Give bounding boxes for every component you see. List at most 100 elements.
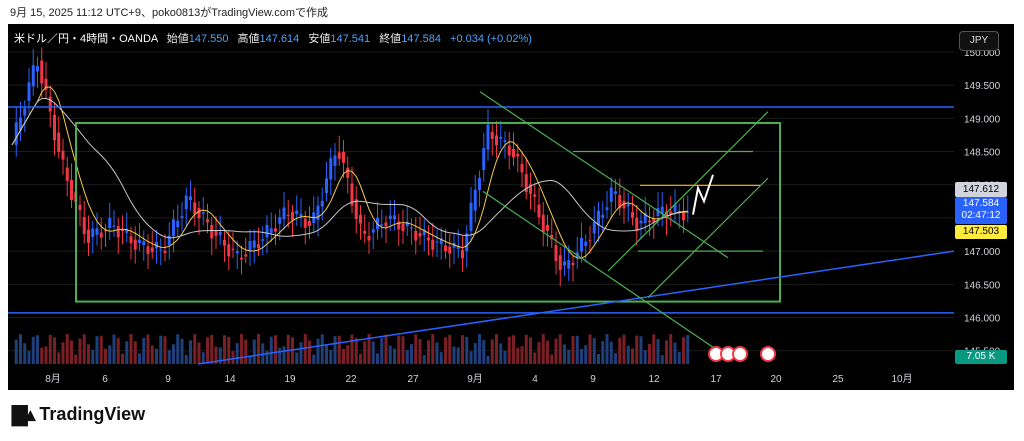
volume-bar [70, 340, 73, 364]
volume-bar [269, 336, 273, 364]
volume-bar [104, 348, 107, 364]
candle-body [465, 233, 469, 252]
candle-body [299, 213, 303, 217]
candle-body [286, 214, 290, 216]
volume-bar [456, 347, 460, 364]
candle-body [486, 124, 490, 150]
candle-body [626, 204, 630, 207]
volume-bar [142, 338, 146, 364]
candle-body [235, 251, 239, 254]
candle-body [129, 236, 133, 244]
volume-bar [665, 340, 668, 364]
volume-bar [592, 338, 596, 364]
candle-body [223, 239, 226, 246]
candle-body [461, 249, 464, 259]
candle-body [303, 218, 307, 228]
candle-body [682, 212, 685, 221]
x-tick-label: 27 [407, 374, 419, 385]
volume-tag: 7.05 K [955, 350, 1007, 364]
chart-frame[interactable]: 150.000149.500149.000148.500148.000147.5… [8, 24, 1014, 390]
volume-bar [308, 340, 311, 364]
volume-bar [163, 336, 167, 364]
candle-body [99, 232, 103, 238]
volume-bar [580, 348, 583, 364]
volume-bar [53, 337, 56, 364]
candle-body [189, 196, 192, 201]
volume-bar [503, 350, 507, 364]
candle-body [65, 167, 69, 181]
candle-body [622, 200, 626, 209]
volume-bar [146, 334, 150, 364]
volume-bar [36, 335, 39, 364]
volume-bar [601, 341, 605, 364]
volume-bar [499, 343, 503, 364]
candle-body [507, 145, 511, 156]
low-value: 147.541 [330, 33, 371, 45]
candle-body [218, 231, 222, 236]
projection-arrow [692, 174, 714, 215]
volume-bar [422, 354, 426, 364]
volume-bar [597, 353, 600, 364]
volume-bar [401, 336, 405, 364]
high-value: 147.614 [259, 33, 300, 45]
volume-bar [112, 334, 116, 364]
x-tick-label: 17 [710, 374, 722, 385]
channel-line [479, 91, 729, 259]
candle-body [439, 238, 443, 245]
candle-body [444, 245, 447, 252]
candle-body [87, 229, 90, 243]
close-price: 147.584 [962, 198, 1000, 209]
x-tick-label: 25 [832, 374, 844, 385]
volume-bar [337, 335, 341, 364]
tradingview-logo: ▇▴ TradingView [12, 402, 145, 427]
volume-bar [452, 346, 456, 364]
volume-bar [167, 349, 171, 364]
candle-body [473, 189, 477, 211]
candle-body [325, 178, 328, 193]
channel-line [607, 111, 769, 272]
volume-bar [495, 334, 498, 364]
volume-bar [65, 334, 69, 364]
volume-bar [393, 348, 396, 364]
ma-fast-line [11, 86, 688, 259]
candle-body [40, 60, 44, 84]
candle-body [448, 246, 452, 254]
volume-bar [575, 335, 579, 364]
volume-bar [91, 349, 95, 364]
volume-bar [380, 337, 384, 364]
candle-body [371, 229, 375, 233]
candle-body [337, 152, 341, 159]
volume-bar [299, 342, 303, 364]
candle-body [618, 195, 622, 209]
volume-bar [660, 355, 664, 364]
volume-bar [677, 351, 681, 364]
event-icon [732, 346, 748, 362]
volume-bar [512, 335, 515, 364]
volume-bar [312, 354, 316, 364]
candle-body [31, 65, 35, 87]
volume-bar [537, 342, 541, 364]
candle-body [104, 230, 107, 232]
candle-body [176, 220, 180, 228]
candle-body [558, 255, 562, 270]
volume-bar [240, 334, 243, 364]
volume-bar [23, 343, 27, 364]
candle-body [244, 254, 248, 257]
volume-bar [682, 337, 685, 364]
currency-button[interactable]: JPY [959, 31, 999, 51]
candle-body [597, 210, 600, 226]
candle-body [524, 174, 528, 193]
volume-bar [320, 334, 324, 364]
candle-body [656, 208, 660, 217]
candle-body [669, 211, 673, 215]
price-chart[interactable]: 150.000149.500149.000148.500148.000147.5… [8, 24, 1014, 390]
candle-body [142, 241, 146, 246]
y-tick-label: 148.500 [964, 148, 1001, 159]
range-box [75, 121, 781, 303]
volume-bar [371, 341, 375, 364]
candle-body [541, 214, 545, 233]
volume-bar [172, 344, 175, 364]
candle-body [78, 204, 82, 211]
volume-bar [686, 334, 690, 364]
volume-bar [418, 338, 422, 364]
